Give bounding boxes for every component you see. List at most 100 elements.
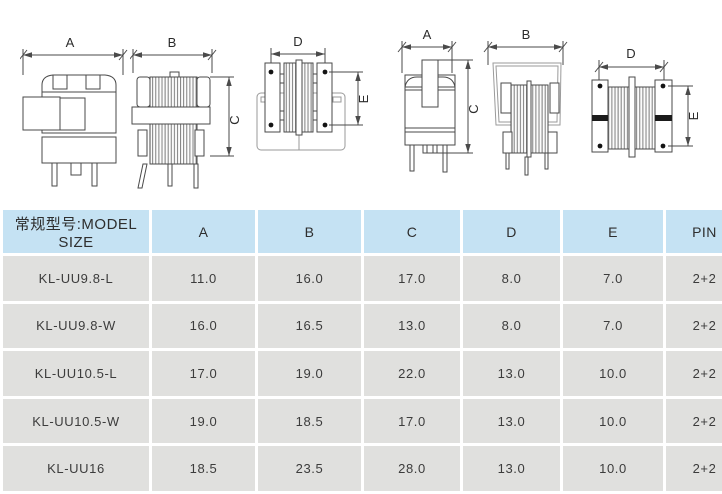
dim-cell: 8.0: [463, 303, 560, 349]
w-front-body: [404, 59, 456, 173]
dim-label-e: E: [356, 94, 371, 103]
l-bottom-body: [256, 59, 346, 151]
dim-cell: 18.5: [152, 446, 255, 491]
l-front-body: [22, 74, 117, 187]
dim-cell: 11.0: [152, 256, 255, 301]
dim-cell: 16.0: [152, 303, 255, 349]
table-row: KL-UU9.8-W 16.0 16.5 13.0 8.0 7.0 2+2: [3, 303, 722, 349]
pin: [442, 144, 448, 173]
pin-cell: 2+2: [666, 351, 722, 396]
model-cell: KL-UU16: [3, 446, 149, 491]
dim-cell: 22.0: [364, 351, 460, 396]
column-header-model: 常规型号:MODEL SIZE: [3, 210, 149, 253]
dim-cell: 13.0: [364, 303, 460, 349]
pin-dot: [660, 143, 666, 149]
technical-drawings: A B: [0, 0, 722, 207]
drawing-w-type-front-view: A C: [397, 27, 481, 173]
pin-dot: [268, 122, 274, 128]
dim-label-c: C: [466, 104, 481, 113]
dim-cell: 10.0: [563, 351, 663, 396]
pin-cell: 2+2: [666, 303, 722, 349]
pin: [544, 152, 549, 170]
pin-dot: [322, 69, 328, 75]
dim-label-c: C: [227, 115, 242, 124]
dim-cell: 19.0: [258, 351, 361, 396]
l-side-body: [131, 71, 211, 189]
pin-dot: [660, 83, 666, 89]
pin-dot: [268, 69, 274, 75]
pin: [91, 162, 98, 187]
dimension-b: B: [130, 35, 217, 73]
pin-dot: [597, 83, 603, 89]
model-cell: KL-UU9.8-L: [3, 256, 149, 301]
pin-dot: [322, 122, 328, 128]
dim-label-d: D: [626, 46, 635, 61]
dim-label-a: A: [66, 35, 75, 50]
pin-cell: 2+2: [666, 446, 722, 491]
dim-cell: 7.0: [563, 256, 663, 301]
model-cell: KL-UU9.8-W: [3, 303, 149, 349]
dim-label-b: B: [168, 35, 177, 50]
model-cell: KL-UU10.5-W: [3, 398, 149, 444]
column-header-e: E: [563, 210, 663, 253]
table-row: KL-UU10.5-L 17.0 19.0 22.0 13.0 10.0 2+2: [3, 351, 722, 396]
dimension-a: A: [397, 27, 457, 73]
drawing-w-type-bottom-view: D E: [591, 46, 701, 158]
dim-cell: 13.0: [463, 446, 560, 491]
table-row: KL-UU10.5-W 19.0 18.5 17.0 13.0 10.0 2+2: [3, 398, 722, 444]
model-size-table: 常规型号:MODEL SIZE A B C D E PIN KL-UU9.8-L…: [0, 207, 722, 494]
pin-dot: [597, 143, 603, 149]
tape-band: [592, 115, 608, 121]
table-header-row: 常规型号:MODEL SIZE A B C D E PIN: [3, 210, 722, 253]
dim-cell: 18.5: [258, 398, 361, 444]
table-row: KL-UU9.8-L 11.0 16.0 17.0 8.0 7.0 2+2: [3, 256, 722, 301]
dimension-d: D: [594, 46, 669, 82]
model-cell: KL-UU10.5-L: [3, 351, 149, 396]
drawing-w-type-side-view: B: [483, 27, 568, 176]
w-bottom-body: [591, 76, 673, 158]
w-side-body: [492, 62, 562, 176]
dimension-c: C: [437, 59, 481, 154]
dim-cell: 28.0: [364, 446, 460, 491]
pin-cell: 2+2: [666, 256, 722, 301]
tape-band: [655, 115, 672, 121]
dim-label-a: A: [423, 27, 432, 42]
dimension-e: E: [329, 71, 371, 126]
drawing-l-type-bottom-view: D E: [256, 34, 371, 151]
dim-cell: 23.5: [258, 446, 361, 491]
pin: [193, 163, 199, 189]
dimension-e: E: [668, 85, 701, 147]
dim-label-b: B: [522, 27, 531, 42]
pin: [505, 152, 510, 170]
dim-cell: 13.0: [463, 398, 560, 444]
pin-cell: 2+2: [666, 398, 722, 444]
dim-cell: 10.0: [563, 398, 663, 444]
pin: [167, 163, 173, 187]
dim-cell: 17.0: [152, 351, 255, 396]
pin: [51, 162, 58, 187]
dim-cell: 17.0: [364, 398, 460, 444]
column-header-a: A: [152, 210, 255, 253]
drawing-l-type-front-view: A: [20, 35, 128, 187]
pin: [524, 156, 529, 176]
dim-cell: 17.0: [364, 256, 460, 301]
dimension-b: B: [483, 27, 568, 65]
column-header-c: C: [364, 210, 460, 253]
column-header-d: D: [463, 210, 560, 253]
dimension-a: A: [20, 35, 128, 75]
dim-cell: 19.0: [152, 398, 255, 444]
dim-cell: 16.5: [258, 303, 361, 349]
table-row: KL-UU16 18.5 23.5 28.0 13.0 10.0 2+2: [3, 446, 722, 491]
pin: [409, 144, 415, 172]
dimension-c: C: [210, 76, 242, 157]
dim-cell: 7.0: [563, 303, 663, 349]
dim-label-e: E: [686, 111, 701, 120]
dim-label-d: D: [293, 34, 302, 49]
drawing-l-type-side-view: B C: [130, 35, 242, 189]
dim-cell: 16.0: [258, 256, 361, 301]
column-header-pin: PIN: [666, 210, 722, 253]
column-header-b: B: [258, 210, 361, 253]
pin: [137, 163, 148, 189]
dim-cell: 13.0: [463, 351, 560, 396]
dim-cell: 10.0: [563, 446, 663, 491]
